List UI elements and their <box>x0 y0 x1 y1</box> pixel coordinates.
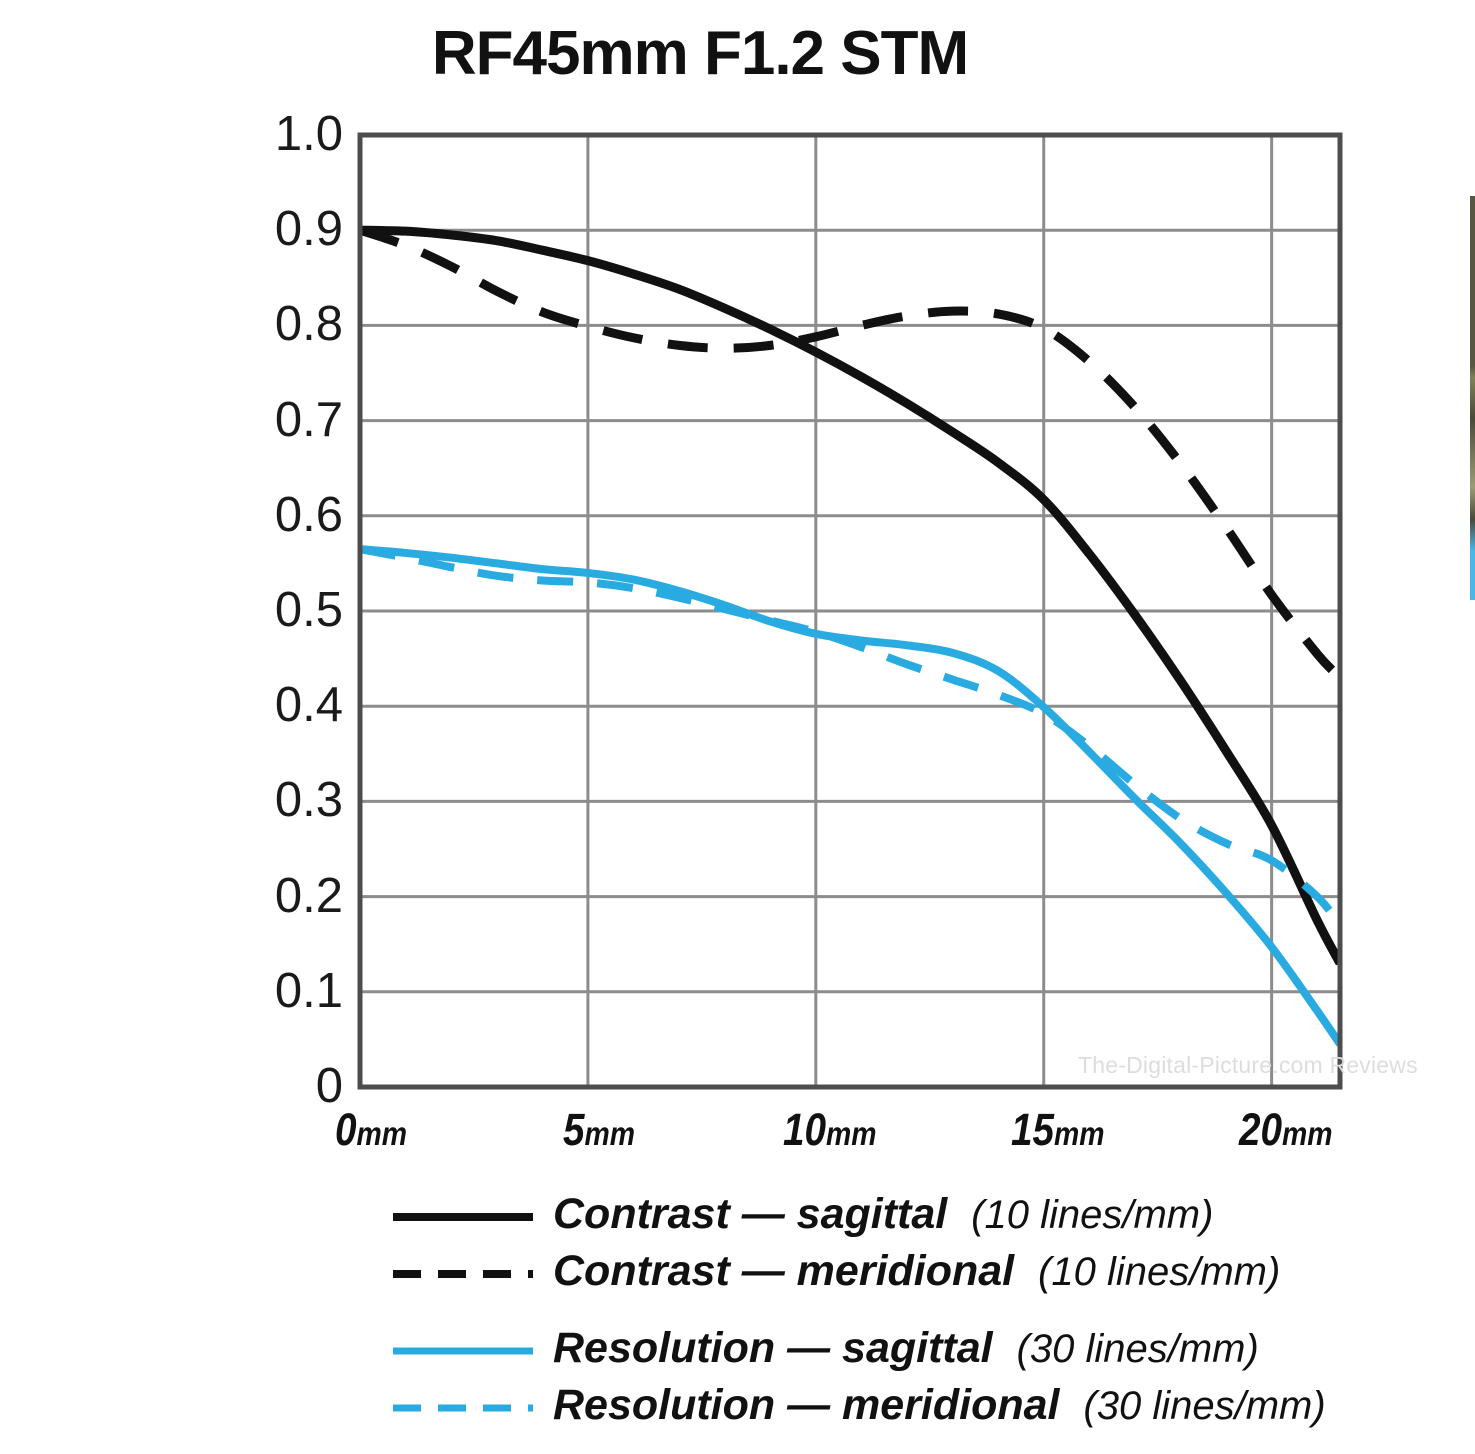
legend-line-swatch-contrast-sagittal <box>393 1208 533 1221</box>
curve-resolution-dashed <box>360 545 1340 928</box>
curve-contrast-dashed <box>360 225 1340 681</box>
plot-frame <box>357 132 1343 1090</box>
curve-layer <box>360 225 1340 1047</box>
legend-item-resolution-sagittal: Resolution — sagittal (30 lines/mm) <box>0 1320 1475 1377</box>
legend-line-swatch-contrast-meridional <box>393 1265 533 1278</box>
legend-item-contrast-meridional: Contrast — meridional (10 lines/mm) <box>0 1243 1475 1300</box>
y-tick-label: 0.9 <box>274 202 343 257</box>
y-tick-label: 0.3 <box>274 773 343 828</box>
watermark: The-Digital-Picture.com Reviews <box>1078 1052 1418 1078</box>
legend-label-wrap: Contrast — sagittal (10 lines/mm) <box>553 1186 1213 1244</box>
legend-line-swatch-resolution-sagittal <box>393 1342 533 1355</box>
x-tick-unit: mm <box>356 1115 408 1152</box>
x-tick-unit: mm <box>1281 1115 1333 1152</box>
legend-label-wrap: Resolution — sagittal (30 lines/mm) <box>553 1320 1259 1378</box>
legend-frequency: (30 lines/mm) <box>1016 1327 1259 1371</box>
y-tick-label: 0.8 <box>274 297 343 352</box>
y-tick-label: 0.2 <box>274 868 343 923</box>
mtf-plot <box>357 132 1343 1090</box>
grid-layer <box>360 135 1340 1087</box>
y-tick-label: 0.6 <box>274 487 343 542</box>
y-tick-label: 0 <box>315 1059 343 1113</box>
curve-resolution-solid <box>360 545 1340 1047</box>
x-tick-label: 5mm <box>563 1104 635 1156</box>
x-tick-label: 10mm <box>783 1104 877 1156</box>
legend-label-wrap: Resolution — meridional (30 lines/mm) <box>553 1377 1326 1435</box>
legend-item-resolution-meridional: Resolution — meridional (30 lines/mm) <box>0 1377 1475 1434</box>
legend-frequency: (10 lines/mm) <box>1038 1250 1281 1294</box>
y-tick-label: 0.5 <box>274 583 343 637</box>
x-tick-unit: mm <box>584 1115 635 1152</box>
x-tick-label: 20mm <box>1239 1104 1333 1156</box>
legend-item-contrast-sagittal: Contrast — sagittal (10 lines/mm) <box>0 1186 1475 1243</box>
legend-label: Resolution — sagittal <box>553 1324 993 1372</box>
y-tick-label: 1.0 <box>274 107 343 161</box>
x-tick-unit: mm <box>1053 1115 1105 1152</box>
legend-frequency: (10 lines/mm) <box>971 1193 1214 1237</box>
x-tick-value: 0 <box>335 1104 357 1155</box>
curve-contrast-solid <box>360 225 1340 966</box>
x-tick-value: 20 <box>1238 1104 1282 1155</box>
legend-label: Resolution — meridional <box>553 1381 1060 1429</box>
y-tick-label: 0.1 <box>274 963 343 1018</box>
x-tick-value: 15 <box>1010 1104 1054 1155</box>
x-tick-label: 0mm <box>335 1104 407 1156</box>
x-tick-value: 10 <box>782 1104 826 1155</box>
x-tick-label: 15mm <box>1011 1104 1105 1156</box>
x-tick-unit: mm <box>825 1115 877 1152</box>
page-title: RF45mm F1.2 STM <box>431 19 969 88</box>
chart-legend: Contrast — sagittal (10 lines/mm) Contras… <box>0 1186 1475 1434</box>
y-tick-label: 0.4 <box>274 678 343 733</box>
y-tick-label: 0.7 <box>274 392 343 447</box>
legend-label: Contrast — meridional <box>553 1247 1015 1295</box>
legend-line-swatch-resolution-meridional <box>393 1399 533 1412</box>
x-tick-value: 5 <box>563 1104 585 1155</box>
legend-label-wrap: Contrast — meridional (10 lines/mm) <box>553 1243 1280 1301</box>
legend-frequency: (30 lines/mm) <box>1083 1384 1326 1428</box>
edge-artifact <box>1470 196 1475 600</box>
legend-label: Contrast — sagittal <box>553 1190 948 1238</box>
